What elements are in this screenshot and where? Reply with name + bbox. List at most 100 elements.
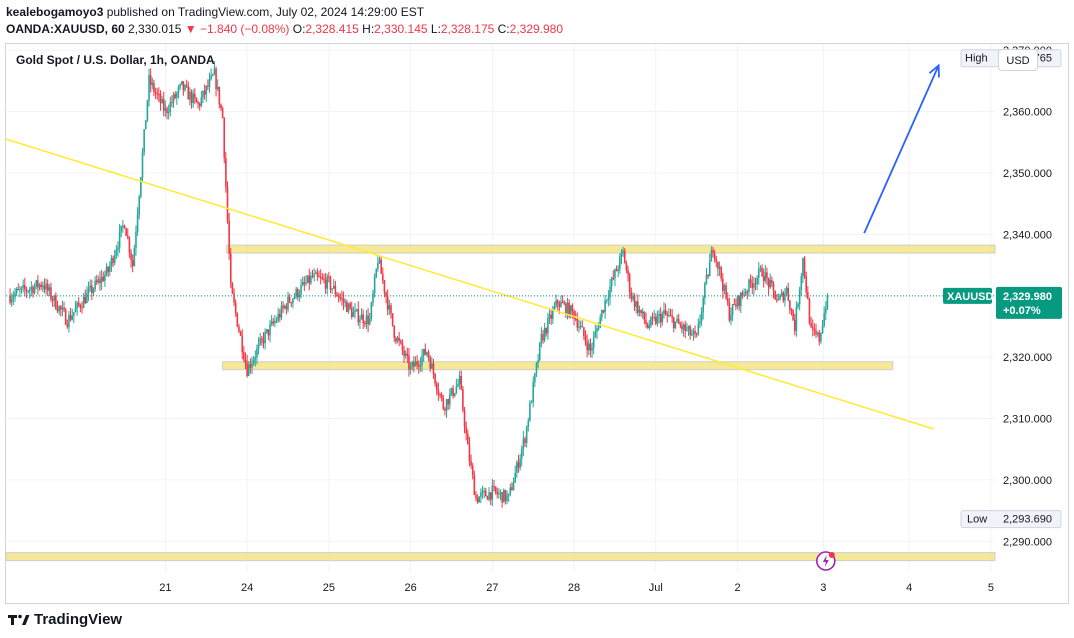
candle-body	[592, 337, 595, 348]
candle-body	[772, 283, 775, 291]
candle-body	[19, 289, 21, 291]
candle-body	[764, 272, 767, 281]
candle-body	[648, 326, 651, 328]
arrow-line	[863, 65, 940, 234]
candle-body	[318, 275, 320, 278]
candle-body	[81, 307, 83, 309]
candle-body	[614, 269, 616, 279]
candle-body	[314, 272, 317, 274]
candle-body	[612, 278, 615, 280]
candle-body	[455, 386, 458, 394]
candle-body	[158, 93, 160, 95]
candle-body	[566, 302, 569, 315]
currency-button[interactable]: USD	[998, 49, 1038, 71]
candle-body	[267, 329, 270, 336]
candle-body	[231, 283, 234, 294]
candle-body	[166, 108, 168, 114]
candle-body	[35, 280, 38, 287]
candle-body	[264, 331, 266, 344]
candle-body	[552, 309, 554, 319]
candle-body	[102, 276, 105, 281]
candle-body	[71, 315, 74, 320]
notification-dot-icon	[828, 552, 835, 558]
candle-body	[463, 410, 466, 427]
candle-body	[468, 444, 471, 462]
candle-body	[525, 426, 528, 443]
candle-body	[203, 90, 206, 95]
candle-body	[498, 493, 500, 495]
open-value: 2,328.415	[305, 22, 359, 36]
candle-body	[651, 317, 654, 319]
candle-body	[476, 498, 479, 503]
candle-body	[767, 278, 770, 288]
candle-body	[162, 98, 165, 111]
change-arrow: ▼	[184, 22, 197, 36]
candle-body	[757, 268, 760, 278]
candle-body	[202, 90, 204, 98]
candle-body	[419, 364, 422, 367]
candle-body	[112, 257, 114, 263]
candle-body	[790, 309, 793, 311]
candle-body	[69, 314, 72, 320]
candle-body	[395, 338, 397, 342]
candle-body	[282, 305, 284, 308]
candle-body	[511, 487, 513, 491]
candle-body	[210, 75, 212, 79]
candle-body	[323, 278, 325, 280]
low-value: 2,328.175	[440, 22, 495, 36]
candle-body	[800, 276, 803, 290]
candle-body	[262, 338, 265, 344]
y-tick-label: 2,320.000	[1003, 352, 1052, 364]
candle-body	[427, 352, 430, 359]
candle-body	[686, 329, 688, 331]
candle-body	[484, 490, 487, 497]
candle-body	[581, 326, 584, 328]
publisher-username[interactable]: kealebogamoyo3	[6, 5, 104, 19]
candle-body	[261, 338, 263, 340]
candle-body	[576, 319, 579, 328]
candle-body	[722, 278, 724, 291]
candle-body	[135, 231, 137, 248]
candle-body	[339, 297, 342, 299]
candle-body	[749, 279, 752, 284]
candle-body	[151, 82, 154, 85]
candle-body	[674, 321, 677, 329]
candle-body	[797, 303, 799, 308]
publisher-line: kealebogamoyo3 published on TradingView.…	[6, 5, 424, 19]
candle-body	[329, 277, 332, 290]
candle-body	[811, 327, 814, 329]
candle-body	[659, 313, 662, 323]
candle-body	[823, 313, 825, 326]
candle-body	[424, 349, 427, 355]
candle-body	[815, 330, 817, 335]
candle-body	[771, 279, 773, 284]
candle-body	[444, 408, 446, 411]
candle-body	[583, 327, 585, 336]
candle-body	[414, 361, 417, 367]
candle-body	[571, 305, 574, 311]
candle-body	[110, 257, 113, 266]
candle-body	[56, 308, 59, 312]
candle-body	[344, 301, 347, 303]
candle-body	[589, 343, 592, 351]
candle-body	[774, 290, 776, 300]
candle-body	[753, 283, 755, 288]
candle-body	[457, 383, 459, 387]
candle-body	[378, 259, 381, 264]
high-value: 2,330.145	[374, 22, 428, 36]
candle-body	[545, 328, 548, 334]
candle-body	[310, 275, 312, 284]
y-tick-label: 2,350.000	[1003, 168, 1052, 180]
candle-body	[189, 91, 191, 100]
candle-body	[723, 285, 726, 291]
candle-body	[324, 279, 327, 289]
candle-body	[43, 285, 46, 290]
candle-body	[586, 341, 588, 351]
candle-body	[17, 288, 20, 290]
candle-body	[272, 321, 275, 324]
candle-body	[759, 267, 762, 269]
chart-frame	[5, 43, 1069, 604]
footer-brand: TradingView	[8, 611, 122, 628]
candle-body	[579, 326, 582, 328]
